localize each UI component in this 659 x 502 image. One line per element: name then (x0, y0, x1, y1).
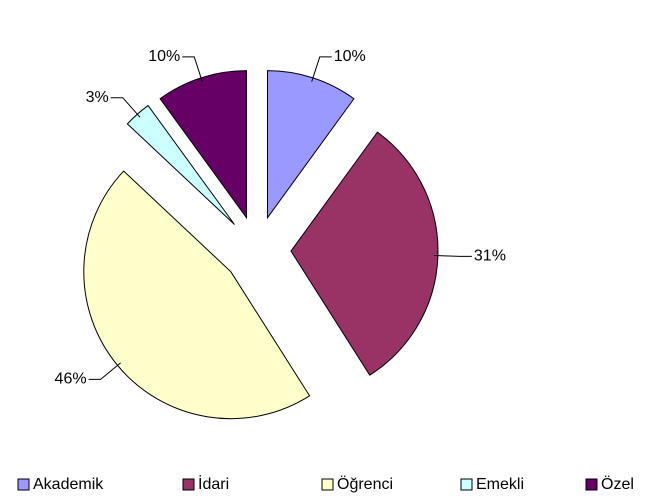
data-label: 10% (334, 48, 366, 65)
legend-swatch (460, 478, 473, 491)
leader-line (182, 56, 203, 82)
pie-slice (83, 170, 311, 420)
legend-swatch (585, 478, 598, 491)
legend-label: Özel (601, 475, 634, 493)
leader-line (311, 56, 332, 82)
leader-line (88, 362, 121, 380)
legend-label: İdari (198, 474, 229, 493)
legend-label: Öğrenci (337, 475, 393, 493)
data-label: 31% (474, 248, 506, 265)
legend-label: Emekli (476, 476, 524, 493)
data-label: 3% (86, 89, 109, 106)
legend-swatch (321, 478, 334, 491)
data-label: 46% (55, 371, 87, 388)
legend-swatch (17, 478, 30, 491)
leader-line (110, 97, 141, 118)
legend-label: Akademik (33, 476, 104, 493)
legend-swatch (182, 478, 195, 491)
leader-line (433, 255, 472, 257)
data-label: 10% (148, 48, 180, 65)
pie-slice (290, 131, 439, 376)
